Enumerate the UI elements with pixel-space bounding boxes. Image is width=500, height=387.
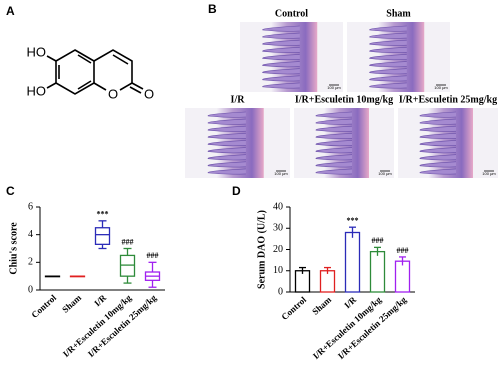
atom-label: O (144, 86, 154, 101)
image-title: I/R (231, 94, 246, 105)
villus (419, 111, 457, 118)
villus (262, 82, 300, 89)
x-tick-label: I/R (342, 294, 358, 310)
scale-label: 100 μm (434, 85, 448, 90)
image-title: I/R+Esculetin 10mg/kg (295, 94, 393, 105)
villus (315, 111, 353, 118)
villus (207, 118, 246, 125)
villus (419, 140, 457, 147)
y-tick-label: 20 (273, 244, 283, 255)
atom-label: HO (27, 83, 47, 98)
y-tick-label: 10 (273, 265, 283, 276)
villus (419, 147, 457, 154)
villus (207, 147, 246, 154)
significance: ### (397, 246, 409, 255)
image-title: Sham (386, 8, 411, 19)
villus (369, 25, 407, 32)
villus (262, 68, 300, 75)
villus (419, 118, 457, 125)
panel-label: A (6, 4, 15, 18)
villus (369, 54, 407, 61)
villus (207, 168, 246, 175)
villus (369, 75, 407, 82)
villus (262, 25, 300, 32)
villus (315, 140, 353, 147)
y-tick-label: 0 (278, 286, 283, 297)
panel-label: C (6, 184, 15, 198)
villus (262, 54, 300, 61)
villus (369, 68, 407, 75)
villus (262, 47, 300, 53)
box (119, 254, 136, 277)
villus (369, 32, 407, 39)
villus (369, 82, 407, 89)
significance: ### (122, 237, 134, 246)
villus (419, 125, 457, 132)
villus (419, 154, 457, 161)
villus (369, 61, 407, 68)
y-axis-label: Chiu's score (8, 222, 19, 275)
x-tick-label: Sham (310, 294, 333, 316)
villus (315, 161, 353, 168)
image-title: Control (275, 8, 308, 19)
villus (262, 32, 300, 39)
villus (315, 147, 353, 154)
villus (207, 161, 246, 168)
y-tick-label: 30 (273, 223, 283, 234)
x-tick-label: I/R (92, 292, 108, 308)
villus (262, 75, 300, 82)
y-tick-label: 6 (28, 201, 33, 212)
villus (315, 133, 353, 139)
image-title: I/R+Esculetin 25mg/kg (399, 94, 497, 105)
villus (207, 154, 246, 161)
villus (369, 47, 407, 53)
significance: ### (147, 251, 159, 260)
atom-label: O (108, 86, 118, 101)
scale-label: 100 μm (327, 85, 341, 90)
y-tick-label: 0 (28, 284, 33, 295)
villus (207, 133, 246, 139)
panel-label: B (208, 2, 217, 16)
significance: ### (372, 236, 384, 245)
y-tick-label: 40 (273, 201, 283, 212)
x-tick-label: Control (29, 292, 58, 320)
bar (344, 231, 361, 293)
villus (207, 140, 246, 147)
villus (262, 39, 300, 46)
villus (315, 168, 353, 175)
villus (207, 125, 246, 132)
villus (315, 154, 353, 161)
molecule: HO HO O O (27, 44, 155, 101)
y-tick-label: 2 (28, 257, 33, 268)
bar (394, 260, 411, 293)
villus (419, 161, 457, 168)
x-tick-label: Sham (60, 292, 83, 314)
panel-label: D (232, 184, 241, 198)
villus (419, 168, 457, 175)
significance: *** (97, 210, 109, 219)
x-tick-label: Control (279, 294, 308, 322)
villus (315, 118, 353, 125)
scale-label: 100 μm (378, 171, 392, 176)
scale-label: 100 μm (274, 171, 288, 176)
villus (419, 133, 457, 139)
y-axis-label: Serum DAO (U/L) (256, 210, 267, 289)
villus (369, 39, 407, 46)
scale-label: 100 μm (482, 171, 496, 176)
villus (207, 111, 246, 118)
villus (262, 61, 300, 68)
villus (315, 125, 353, 132)
significance: *** (347, 216, 359, 225)
bar (369, 250, 386, 293)
atom-label: HO (27, 44, 47, 59)
box (94, 227, 111, 246)
y-tick-label: 4 (28, 229, 33, 240)
